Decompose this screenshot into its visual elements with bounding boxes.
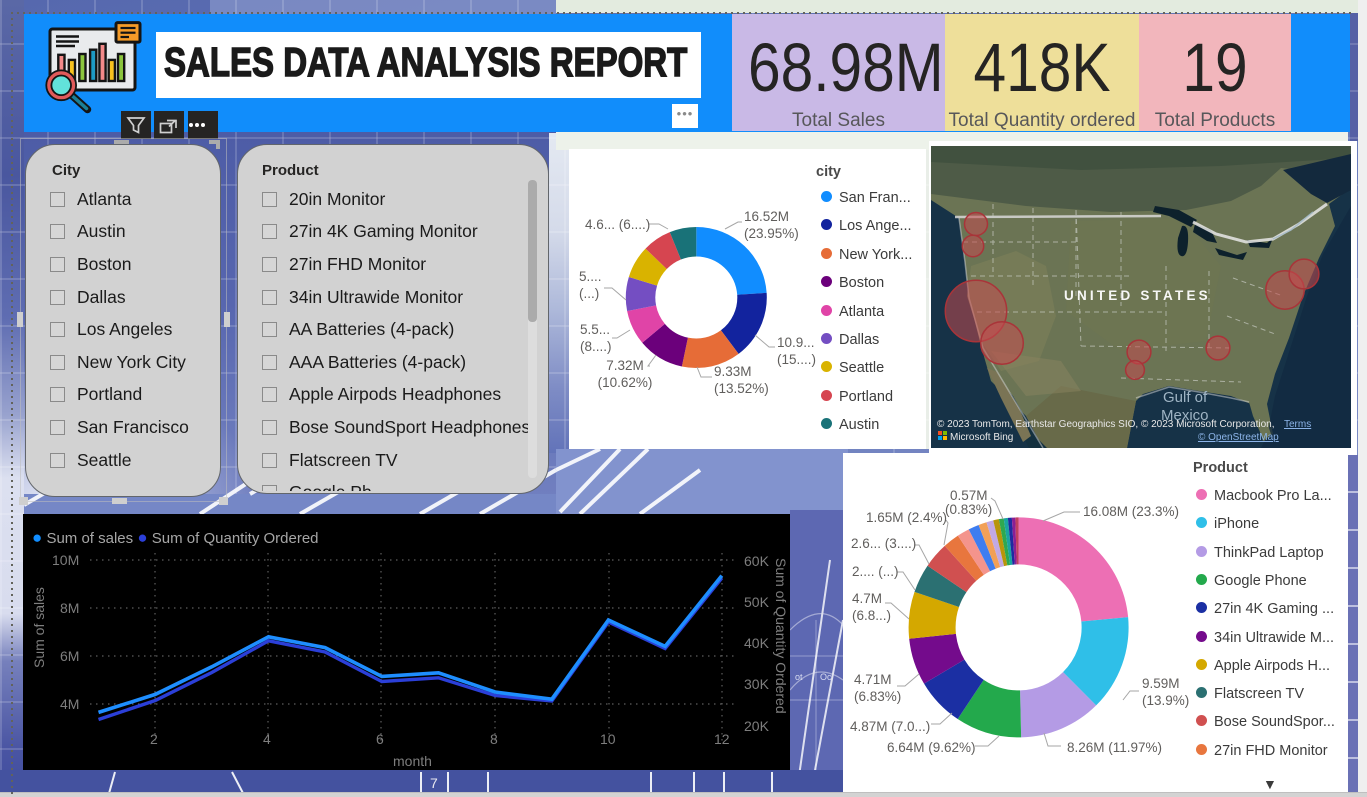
svg-text:7: 7 <box>430 775 438 791</box>
svg-text:Terms: Terms <box>1284 419 1311 430</box>
svg-text:UNITED STATES: UNITED STATES <box>1064 288 1211 303</box>
svg-text:© OpenStreetMap: © OpenStreetMap <box>1198 432 1279 443</box>
svg-text:ot: ot <box>795 672 803 682</box>
svg-text:© 2023 TomTom, Earthstar Geogr: © 2023 TomTom, Earthstar Geographics SIO… <box>937 419 1274 430</box>
svg-text:Oc: Oc <box>820 672 832 682</box>
svg-text:Microsoft Bing: Microsoft Bing <box>950 432 1013 443</box>
svg-text:Mexico: Mexico <box>1161 407 1209 424</box>
svg-text:Gulf of: Gulf of <box>1163 389 1208 406</box>
